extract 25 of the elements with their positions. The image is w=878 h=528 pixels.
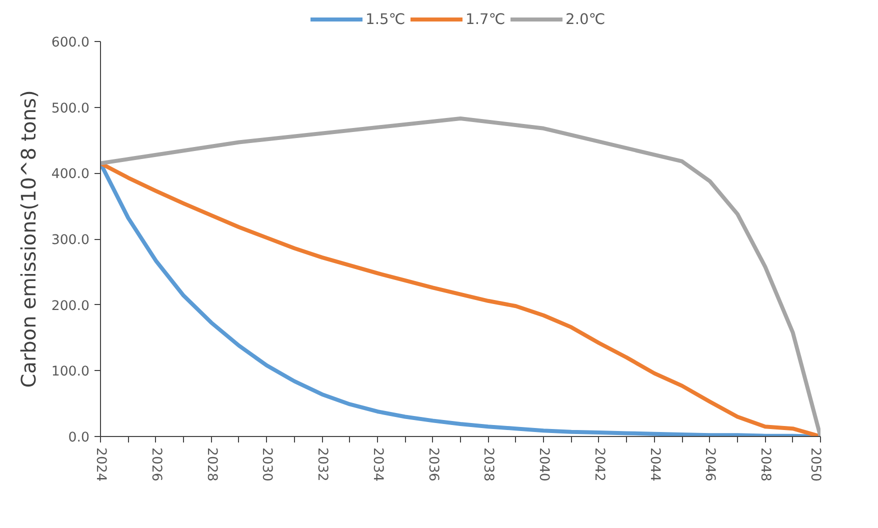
x-tick-label: 2040 <box>536 448 552 482</box>
x-tick-label: 2050 <box>808 448 822 482</box>
y-tick-label: 100.0 <box>51 364 90 380</box>
y-tick-label: 0.0 <box>68 430 90 446</box>
legend-label: 1.5℃ <box>366 11 406 28</box>
x-tick-label: 2048 <box>758 448 773 482</box>
x-tick-label: 2030 <box>259 448 274 482</box>
y-tick-label: 600.0 <box>51 36 90 50</box>
x-tick-label: 2042 <box>591 448 606 482</box>
y-tick-label: 400.0 <box>51 167 90 182</box>
x-tick-label: 2024 <box>93 448 108 482</box>
x-tick-label: 2032 <box>314 448 330 482</box>
x-tick-label: 2046 <box>702 448 718 482</box>
x-tick-label: 2028 <box>204 448 219 482</box>
x-tick-label: 2026 <box>148 448 164 482</box>
x-tick-label: 2044 <box>646 448 662 482</box>
y-axis-title: Carbon emissions(10^8 tons) <box>16 90 40 388</box>
x-tick-label: 2036 <box>425 448 440 482</box>
x-tick-label: 2034 <box>370 448 385 482</box>
y-tick-label: 200.0 <box>51 298 90 314</box>
y-tick-label: 500.0 <box>51 101 90 116</box>
x-tick-label: 2038 <box>480 448 496 482</box>
y-tick-label: 300.0 <box>51 233 90 248</box>
legend-label: 2.0℃ <box>566 11 606 28</box>
legend-label: 1.7℃ <box>466 11 506 28</box>
